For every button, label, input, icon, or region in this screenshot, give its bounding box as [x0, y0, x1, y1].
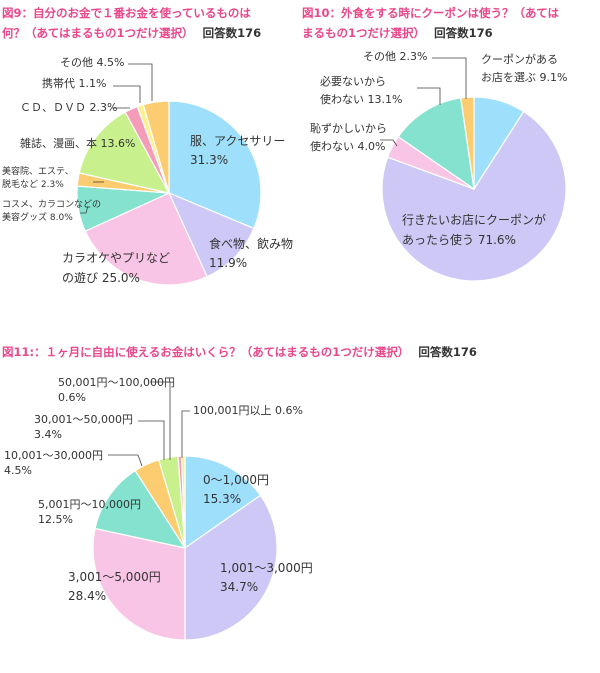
- fig11-label-5001-10000: 5,001円〜10,000円: [38, 498, 141, 511]
- fig9-label-cd: ＣＤ、ＤＶＤ 2.3%: [20, 101, 117, 114]
- fig10-value-coupon: 9.1%: [540, 71, 568, 84]
- fig11-value-100001-plus: 0.6%: [275, 404, 303, 417]
- fig9-slice-0: [168, 100, 262, 230]
- fig9-value-other: 4.5%: [97, 56, 125, 69]
- fig9-title-line2: 何？（あてはまるもの1つだけ選択） 回答数176: [2, 22, 261, 41]
- fig9-slice-2: [84, 192, 208, 286]
- fig10-label-shy-1: 恥ずかしいから: [310, 122, 387, 135]
- fig10-value-other: 2.3%: [400, 50, 428, 63]
- fig11-respondents: 回答数176: [418, 345, 477, 359]
- fig9-pie: [76, 100, 262, 286]
- fig10-label-unneeded-1: 必要ないから: [320, 75, 386, 88]
- fig11-leader-50001: [150, 381, 171, 460]
- fig9-label-cosme-1: コスメ、カラコンなどの: [2, 199, 101, 210]
- fig10-label-shy-2: 使わない 4.0%: [310, 140, 385, 153]
- fig9-slice-1: [167, 191, 255, 278]
- fig11-label-10001-30000: 10,001〜30,000円: [4, 449, 103, 462]
- fig9-label-salon-2: 脱毛など 2.3%: [2, 178, 64, 190]
- fig11-leader-10001: [108, 454, 143, 467]
- fig10-value-shy: 4.0%: [358, 140, 386, 153]
- fig10-title-line1: 図10：外食をする時にクーポンは使う？（あては: [302, 6, 560, 20]
- fig9-label-food: 食べ物、飲み物: [209, 236, 293, 251]
- fig10-slice-1: [381, 110, 567, 282]
- fig9-respondents: 回答数176: [203, 26, 262, 40]
- fig10-leader-other: [432, 57, 467, 99]
- fig9-label-karaoke-2: の遊び 25.0%: [62, 270, 140, 285]
- fig9-label-karaoke-1: カラオケやプリなど: [62, 251, 170, 265]
- chart-fig11: 図11:：１ヶ月に自由に使えるお金はいくら？（あてはまるもの1つだけ選択） 回答…: [2, 341, 477, 641]
- fig11-label-100001-plus: 100,001円以上 0.6%: [193, 404, 303, 417]
- fig9-label-cosme-2: 美容グッズ 8.0%: [2, 211, 73, 223]
- fig11-label-30001-50000: 30,001〜50,000円: [34, 413, 133, 426]
- fig11-leader-30001: [138, 420, 165, 460]
- fig11-value-1001-3000: 34.7%: [220, 580, 258, 594]
- fig9-title-line2-text: 何？（あてはまるもの1つだけ選択）: [2, 26, 194, 40]
- fig9-value-magazine: 13.6%: [101, 137, 136, 150]
- fig10-label-want-2: あったら使う 71.6%: [402, 232, 516, 247]
- fig11-title: 図11:：１ヶ月に自由に使えるお金はいくら？（あてはまるもの1つだけ選択） 回答…: [2, 341, 477, 360]
- fig10-label-unneeded-2: 使わない 13.1%: [320, 93, 402, 106]
- fig9-value-salon: 2.3%: [41, 180, 64, 190]
- fig10-pie: [381, 96, 567, 282]
- fig9-value-cosme: 8.0%: [50, 213, 73, 223]
- fig11-label-3001-5000: 3,001〜5,000円: [68, 570, 161, 584]
- fig11-slice-7: [180, 455, 186, 549]
- fig11-value-10001-30000: 4.5%: [4, 464, 32, 477]
- fig11-slice-3: [94, 469, 187, 549]
- fig11-label-0-1000: 0〜1,000円: [203, 473, 269, 487]
- fig9-label-salon-1: 美容院、エステ、: [2, 165, 74, 177]
- fig10-label-coupon-1: クーポンがある: [481, 52, 558, 66]
- fig11-label-50001-100000: 50,001円〜100,000円: [58, 376, 175, 389]
- fig9-value-karaoke: 25.0%: [102, 271, 140, 285]
- fig10-leader-unneeded: [417, 87, 441, 105]
- fig10-slice-3: [397, 97, 475, 191]
- fig11-slice-2: [92, 527, 186, 641]
- fig10-value-want: 71.6%: [478, 233, 516, 247]
- fig11-slice-1: [184, 494, 278, 641]
- fig10-slice-4: [460, 96, 475, 190]
- fig9-slice-8: [142, 100, 170, 194]
- fig11-label-1001-3000: 1,001〜3,000円: [220, 561, 313, 575]
- fig11-slice-0: [184, 455, 262, 550]
- fig11-value-30001-50000: 3.4%: [34, 428, 62, 441]
- fig9-value-clothes: 31.3%: [190, 153, 228, 167]
- fig11-value-5001-10000: 12.5%: [38, 513, 73, 526]
- fig10-label-other: その他 2.3%: [363, 50, 427, 63]
- fig9-value-cd: 2.3%: [90, 101, 118, 114]
- fig9-leader-phone: [113, 85, 141, 103]
- fig10-value-unneeded: 13.1%: [368, 93, 403, 106]
- fig11-value-0-1000: 15.3%: [203, 492, 241, 506]
- fig9-value-food: 11.9%: [209, 256, 247, 270]
- fig9-label-magazine: 雑誌、漫画、本 13.6%: [20, 136, 135, 150]
- fig9-label-clothes: 服、アクセサリー: [190, 134, 285, 148]
- chart-fig9: 図9：自分のお金で１番お金を使っているものは 何？（あてはまるもの1つだけ選択）…: [2, 6, 293, 286]
- fig11-value-50001-100000: 0.6%: [58, 391, 86, 404]
- fig9-leader-other: [128, 63, 153, 101]
- fig9-label-other: その他 4.5%: [60, 56, 124, 69]
- fig10-label-coupon-2: お店を選ぶ 9.1%: [481, 70, 567, 84]
- fig9-value-phone: 1.1%: [79, 77, 107, 90]
- fig9-leader-cosme: [80, 205, 89, 214]
- fig10-leader-shy: [380, 139, 398, 147]
- fig11-value-3001-5000: 28.4%: [68, 589, 106, 603]
- fig10-title-line2: まるもの1つだけ選択） 回答数176: [302, 22, 493, 41]
- fig11-leader-100001: [181, 410, 190, 458]
- fig9-slice-5: [78, 111, 171, 194]
- fig10-respondents: 回答数176: [434, 26, 493, 40]
- fig9-title-line1: 図9：自分のお金で１番お金を使っているものは: [2, 6, 251, 20]
- fig11-pie: [92, 455, 278, 641]
- fig9-label-phone: 携帯代 1.1%: [42, 76, 106, 90]
- fig10-label-want-1: 行きたいお店にクーポンが: [402, 212, 546, 227]
- chart-fig10: 図10：外食をする時にクーポンは使う？（あては まるもの1つだけ選択） 回答数1…: [302, 6, 567, 282]
